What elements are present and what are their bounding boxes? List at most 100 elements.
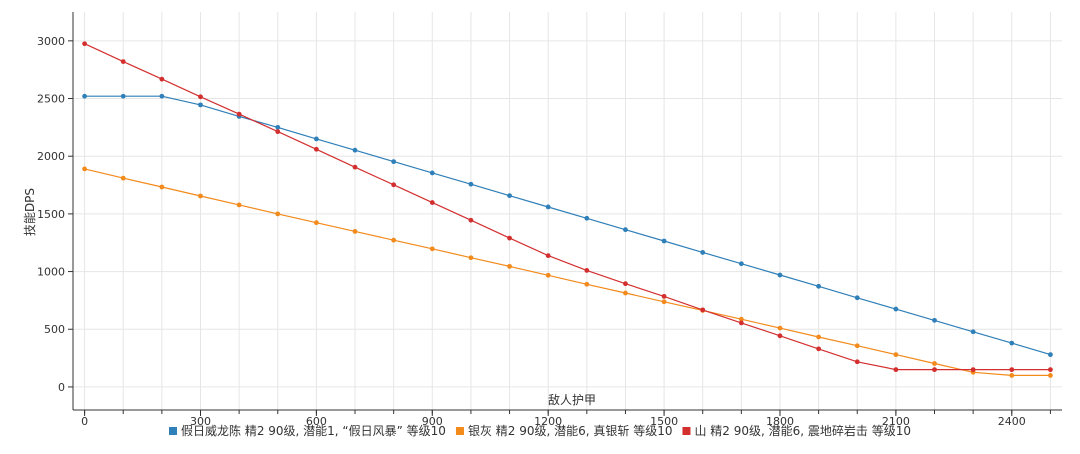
series-1 — [82, 166, 1053, 378]
data-point[interactable] — [391, 182, 397, 188]
data-point[interactable] — [1009, 340, 1015, 346]
data-point[interactable] — [352, 147, 358, 153]
data-point[interactable] — [313, 220, 319, 226]
data-point[interactable] — [352, 164, 358, 170]
data-point[interactable] — [159, 93, 165, 99]
data-point[interactable] — [82, 41, 87, 47]
data-point[interactable] — [661, 238, 667, 244]
data-point[interactable] — [391, 159, 397, 165]
data-point[interactable] — [507, 263, 512, 269]
data-point[interactable] — [623, 281, 628, 287]
data-point[interactable] — [777, 272, 783, 278]
data-point[interactable] — [82, 166, 87, 172]
x-tick-label: 2100 — [882, 415, 910, 428]
legend-label: 山 精2 90级, 潜能6, 震地碎岩击 等级10 — [694, 423, 911, 438]
data-point[interactable] — [1048, 372, 1053, 378]
data-point[interactable] — [932, 361, 937, 366]
data-point[interactable] — [275, 124, 281, 130]
data-point[interactable] — [236, 111, 242, 117]
data-point[interactable] — [159, 184, 165, 190]
legend-swatch — [682, 427, 691, 435]
data-point[interactable] — [932, 367, 937, 373]
data-point[interactable] — [468, 181, 474, 187]
data-point[interactable] — [159, 76, 165, 82]
data-point[interactable] — [429, 170, 435, 176]
data-point[interactable] — [507, 193, 512, 199]
data-point[interactable] — [82, 93, 87, 99]
legend[interactable]: 假日威龙陈 精2 90级, 潜能1, “假日风暴” 等级10 银灰 精2 90级… — [169, 423, 911, 438]
data-point[interactable] — [854, 359, 860, 365]
legend-item-0[interactable]: 假日威龙陈 精2 90级, 潜能1, “假日风暴” 等级10 — [169, 423, 446, 438]
axes: 0 500 1000 1500 2000 2500 3000 0 300 600 900 1200 15… — [37, 12, 1062, 428]
series-line — [84, 95, 1051, 356]
y-tick-label: 2000 — [37, 150, 65, 163]
y-axis-title: 技能DPS — [23, 188, 37, 236]
data-point[interactable] — [661, 299, 667, 305]
data-point[interactable] — [700, 307, 706, 313]
data-point[interactable] — [352, 229, 358, 234]
data-point[interactable] — [932, 317, 937, 323]
data-point[interactable] — [1048, 367, 1053, 373]
series-2 — [82, 41, 1053, 373]
data-point[interactable] — [120, 175, 126, 181]
data-point[interactable] — [429, 200, 435, 205]
data-point[interactable] — [700, 250, 706, 255]
data-point[interactable] — [584, 215, 590, 221]
legend-item-1[interactable]: 银灰 精2 90级, 潜能6, 真银斩 等级10 — [455, 424, 673, 438]
data-point[interactable] — [738, 320, 744, 326]
data-point[interactable] — [429, 246, 435, 252]
data-point[interactable] — [120, 59, 126, 65]
x-tick-label: 1500 — [650, 415, 678, 428]
data-point[interactable] — [893, 306, 899, 312]
data-point[interactable] — [623, 290, 628, 296]
data-point[interactable] — [198, 193, 203, 199]
data-point[interactable] — [545, 272, 551, 278]
data-point[interactable] — [738, 316, 744, 322]
data-point[interactable] — [507, 235, 512, 241]
data-point[interactable] — [816, 346, 822, 352]
y-tick-label: 3000 — [37, 35, 65, 48]
data-point[interactable] — [275, 129, 281, 135]
data-point[interactable] — [738, 261, 744, 267]
data-point[interactable] — [970, 329, 976, 335]
legend-item-2[interactable]: 山 精2 90级, 潜能6, 震地碎岩击 等级10 — [682, 423, 911, 438]
x-tick-label: 1200 — [534, 415, 562, 428]
data-point[interactable] — [545, 204, 551, 210]
data-point[interactable] — [854, 295, 860, 301]
y-tick-label: 2500 — [37, 93, 65, 106]
data-point[interactable] — [623, 227, 628, 233]
data-point[interactable] — [893, 367, 899, 373]
data-point[interactable] — [1048, 352, 1053, 358]
data-point[interactable] — [198, 94, 203, 100]
x-tick-label: 900 — [422, 415, 443, 428]
data-point[interactable] — [584, 268, 590, 273]
data-point[interactable] — [468, 255, 474, 261]
data-point[interactable] — [893, 352, 899, 358]
data-point[interactable] — [816, 283, 822, 289]
data-point[interactable] — [120, 93, 126, 99]
data-point[interactable] — [854, 343, 860, 349]
data-point[interactable] — [275, 211, 281, 217]
x-tick-label: 1800 — [766, 415, 794, 428]
data-point[interactable] — [1009, 372, 1015, 378]
data-point[interactable] — [584, 281, 590, 287]
data-point[interactable] — [1009, 367, 1015, 373]
y-tick-label: 1000 — [37, 266, 65, 279]
x-tick-label: 600 — [306, 415, 327, 428]
data-point[interactable] — [468, 217, 474, 223]
data-point[interactable] — [198, 102, 203, 108]
x-axis-title: 敌人护甲 — [548, 392, 596, 407]
data-point[interactable] — [391, 237, 397, 243]
data-point[interactable] — [236, 202, 242, 208]
data-point[interactable] — [777, 325, 783, 331]
grid-lines — [73, 12, 1062, 410]
data-point[interactable] — [313, 136, 319, 142]
data-point[interactable] — [777, 333, 783, 339]
legend-label: 银灰 精2 90级, 潜能6, 真银斩 等级10 — [468, 424, 673, 438]
data-point[interactable] — [970, 367, 976, 373]
data-point[interactable] — [816, 334, 822, 340]
data-point[interactable] — [545, 253, 551, 259]
data-point[interactable] — [661, 293, 667, 299]
data-point[interactable] — [313, 146, 319, 152]
